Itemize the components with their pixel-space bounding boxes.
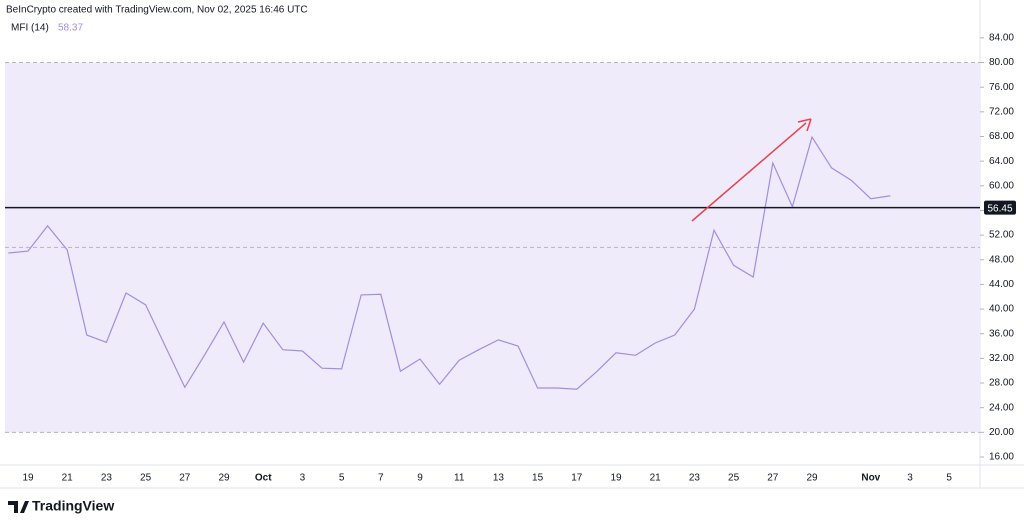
x-tick-label: 17 bbox=[571, 473, 583, 484]
x-tick-label: 9 bbox=[417, 473, 423, 484]
x-tick-label: 25 bbox=[728, 473, 740, 484]
x-tick-label: 13 bbox=[493, 473, 505, 484]
x-tick-label: 3 bbox=[907, 473, 913, 484]
price-label: 56.45 bbox=[987, 203, 1012, 214]
x-tick-label: 15 bbox=[532, 473, 544, 484]
x-tick-label: 27 bbox=[767, 473, 779, 484]
y-tick-label: 32.00 bbox=[989, 353, 1014, 364]
x-tick-label: 7 bbox=[378, 473, 384, 484]
y-tick-label: 28.00 bbox=[989, 378, 1014, 389]
x-tick-label: 29 bbox=[806, 473, 818, 484]
y-tick-label: 24.00 bbox=[989, 402, 1014, 413]
y-tick-label: 60.00 bbox=[989, 180, 1014, 191]
x-tick-label: 25 bbox=[140, 473, 152, 484]
x-tick-label: 5 bbox=[946, 473, 952, 484]
y-tick-label: 76.00 bbox=[989, 82, 1014, 93]
x-tick-label: 21 bbox=[650, 473, 662, 484]
x-tick-label: 23 bbox=[101, 473, 113, 484]
x-tick-label: 19 bbox=[610, 473, 622, 484]
arrow-head bbox=[797, 118, 812, 132]
x-tick-label: 21 bbox=[62, 473, 74, 484]
price-label-box bbox=[984, 200, 1016, 215]
x-tick-label: 11 bbox=[454, 473, 465, 484]
y-tick-label: 64.00 bbox=[989, 156, 1014, 167]
chart-title: BeInCrypto created with TradingView.com,… bbox=[6, 5, 308, 16]
y-tick-label: 80.00 bbox=[989, 57, 1014, 68]
y-tick-label: 84.00 bbox=[989, 33, 1014, 44]
y-tick-label: 16.00 bbox=[989, 452, 1014, 463]
x-tick-label: 19 bbox=[22, 473, 34, 484]
x-tick-label: 23 bbox=[689, 473, 701, 484]
y-tick-label: 36.00 bbox=[989, 328, 1014, 339]
x-tick-label: Nov bbox=[861, 473, 880, 484]
brand: TradingView bbox=[32, 498, 114, 514]
y-tick-label: 72.00 bbox=[989, 106, 1014, 117]
y-tick-label: 40.00 bbox=[989, 304, 1014, 315]
y-tick-label: 44.00 bbox=[989, 279, 1014, 290]
legend-value: 58.37 bbox=[58, 23, 83, 34]
x-tick-label: 27 bbox=[179, 473, 191, 484]
x-tick-label: 5 bbox=[339, 473, 345, 484]
y-tick-label: 48.00 bbox=[989, 254, 1014, 265]
x-tick-label: Oct bbox=[255, 473, 272, 484]
logo-icon bbox=[8, 501, 29, 513]
mfi-line bbox=[8, 135, 891, 390]
arrow bbox=[691, 122, 807, 222]
x-tick-label: 3 bbox=[300, 473, 306, 484]
y-tick-label: 20.00 bbox=[989, 427, 1014, 438]
plot bbox=[5, 62, 980, 433]
y-tick-label: 52.00 bbox=[989, 230, 1014, 241]
y-tick-label: 68.00 bbox=[989, 131, 1014, 142]
logo: TradingView bbox=[8, 498, 114, 514]
legend-name: MFI (14) bbox=[11, 23, 49, 34]
x-tick-label: 29 bbox=[218, 473, 230, 484]
